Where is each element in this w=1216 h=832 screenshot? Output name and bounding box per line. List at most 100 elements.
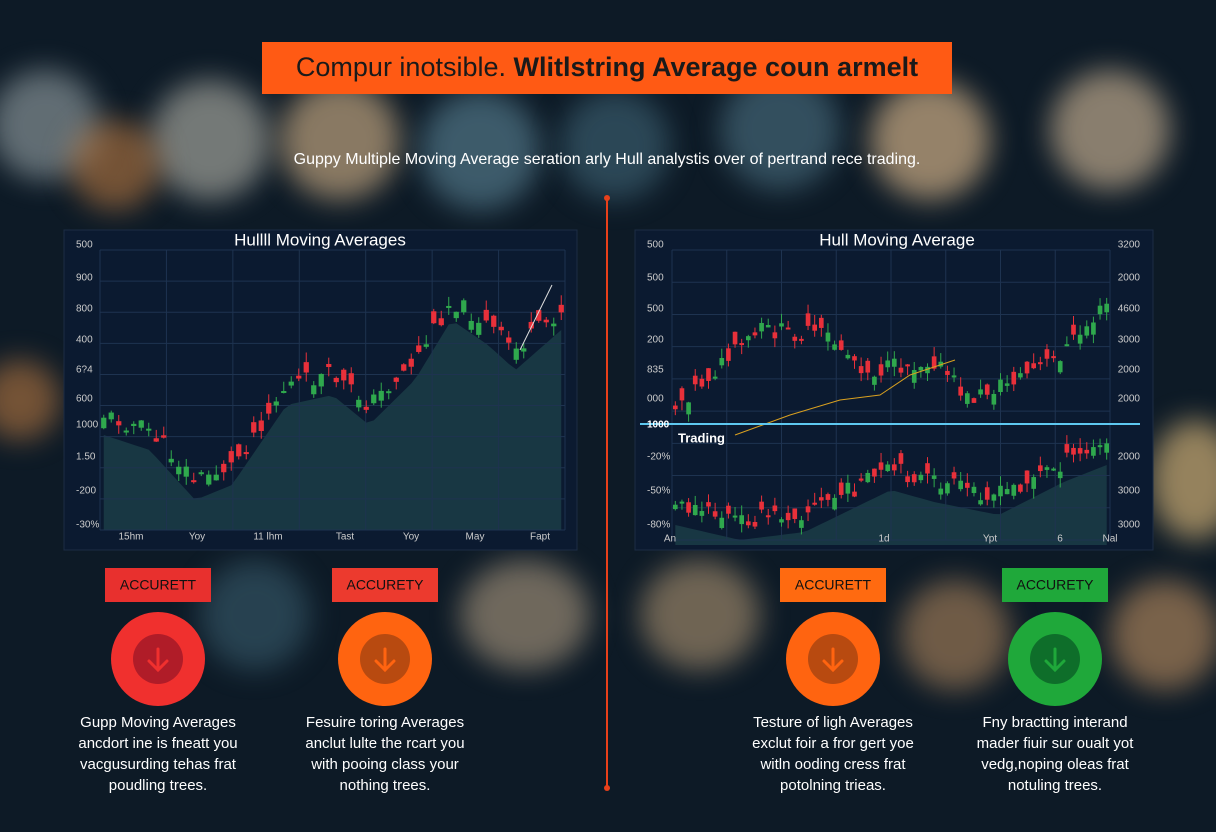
right-panel: [634, 229, 1154, 551]
candle: [865, 360, 871, 373]
candle: [1084, 449, 1090, 454]
bokeh: [900, 580, 1010, 690]
card-text: ancdort ine is fneatt you: [78, 735, 237, 752]
bokeh: [1150, 420, 1216, 540]
candle: [958, 386, 964, 396]
candle: [138, 420, 144, 428]
candle: [513, 348, 519, 360]
candle: [1091, 322, 1096, 335]
chart-title: Hull Moving Average: [819, 230, 975, 249]
candle: [891, 358, 897, 367]
y-tick-label: 000: [647, 394, 664, 405]
candle: [326, 363, 332, 368]
candle: [745, 336, 751, 341]
candle: [938, 361, 944, 367]
candle: [759, 501, 764, 510]
y-tick-label: -200: [76, 486, 96, 497]
y-tick-label: -80%: [647, 520, 670, 531]
candle: [161, 435, 167, 438]
y-tick-label: 400: [76, 335, 93, 346]
down-arrow: [374, 647, 396, 673]
x-tick-label: Yoy: [403, 532, 419, 543]
x-tick-label: 6: [1057, 534, 1063, 545]
candle: [852, 356, 857, 361]
badge: [1002, 568, 1108, 602]
candle: [1051, 468, 1056, 471]
candle: [792, 336, 798, 341]
candle: [958, 480, 964, 490]
candle: [951, 375, 957, 378]
candle: [699, 378, 705, 387]
y-tick-label: 800: [76, 304, 93, 315]
subtitle: Guppy Multiple Moving Average seration a…: [294, 151, 921, 168]
candle: [911, 370, 917, 383]
candle: [416, 345, 422, 352]
candle: [446, 305, 452, 308]
y2-tick-label: 2000: [1118, 273, 1141, 284]
candle: [528, 321, 534, 329]
y-tick-label: 500: [647, 304, 664, 315]
candle: [918, 367, 924, 371]
candle: [931, 475, 937, 479]
candle: [333, 377, 339, 383]
candle: [1004, 383, 1010, 386]
y-tick-label: 500: [647, 240, 664, 251]
candle: [719, 517, 725, 528]
candle: [945, 483, 950, 494]
candle: [785, 327, 791, 330]
candle: [1051, 356, 1056, 359]
down-arrow: [147, 647, 169, 673]
candle: [483, 309, 489, 321]
candle: [872, 376, 877, 385]
candle: [898, 453, 904, 464]
candle: [865, 472, 871, 483]
candle: [679, 501, 685, 504]
bokeh: [280, 80, 400, 200]
candle: [213, 474, 219, 481]
candle: [998, 485, 1003, 497]
divider-dot: [604, 785, 610, 791]
candle: [779, 519, 784, 523]
candle: [832, 344, 837, 350]
candle: [838, 340, 844, 350]
candle: [491, 315, 497, 327]
candle: [878, 364, 884, 376]
candle: [852, 491, 857, 497]
card-text: vacgusurding tehas frat: [80, 756, 237, 773]
candle: [872, 468, 877, 477]
candle: [925, 463, 930, 474]
card-text: mader fiuir sur oualt yot: [977, 735, 1135, 752]
candle: [311, 385, 317, 395]
x-tick-label: 15hm: [118, 532, 143, 543]
y2-tick-label: 3000: [1118, 520, 1141, 531]
card-text: witln ooding cress frat: [759, 756, 906, 773]
candle: [825, 332, 831, 342]
candle: [1044, 467, 1050, 470]
card-text: potolning trieas.: [780, 777, 886, 794]
card-text: vedg,noping oleas frat: [981, 756, 1129, 773]
candle: [951, 472, 957, 479]
candle: [878, 462, 884, 470]
y-tick-label: 200: [647, 335, 664, 346]
candle: [938, 488, 944, 495]
candle: [971, 486, 977, 494]
candle: [825, 494, 831, 500]
candle: [984, 487, 990, 500]
candle: [123, 430, 129, 433]
bokeh: [150, 80, 270, 200]
card-text: notuling trees.: [1008, 777, 1102, 794]
candle: [672, 504, 678, 510]
candle: [1024, 361, 1030, 374]
candle: [818, 317, 824, 328]
candle: [153, 438, 159, 442]
trend-line: [519, 284, 553, 351]
candle: [558, 304, 564, 313]
candle: [1057, 361, 1063, 373]
candle: [1097, 305, 1103, 315]
candle: [812, 502, 818, 505]
candle: [206, 474, 212, 485]
candle: [1071, 324, 1076, 335]
y2-tick-label: 2000: [1118, 394, 1141, 405]
y2-tick-label: 3000: [1118, 335, 1141, 346]
candle: [898, 367, 904, 373]
